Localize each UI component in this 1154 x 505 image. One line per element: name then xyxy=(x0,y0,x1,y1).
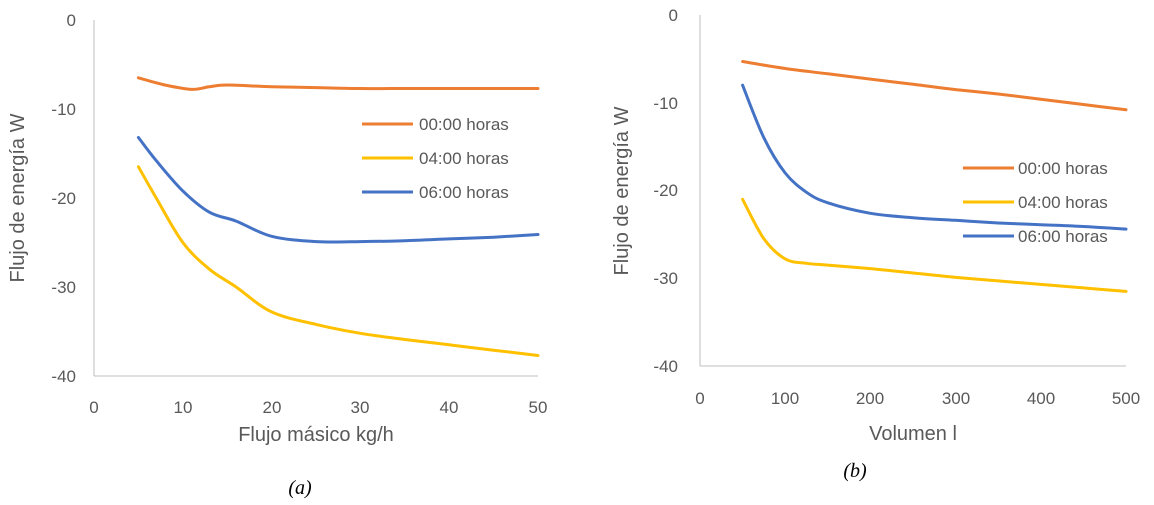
x-tick-label: 0 xyxy=(695,389,704,408)
y-tick-label: -30 xyxy=(653,269,678,288)
y-axis-title: Flujo de energía W xyxy=(611,106,633,275)
y-tick-label: -40 xyxy=(653,357,678,376)
caption-a: (a) xyxy=(288,477,312,499)
x-axis-title: Flujo másico kg/h xyxy=(238,424,394,446)
legend-label: 00:00 horas xyxy=(1018,159,1108,178)
x-tick-label: 50 xyxy=(529,398,548,417)
legend-label: 06:00 horas xyxy=(419,183,509,202)
series-line-06-00-horas xyxy=(136,136,540,244)
x-axis-title: Volumen l xyxy=(869,423,957,445)
y-tick-label: -10 xyxy=(51,100,76,119)
y-tick-label: -20 xyxy=(51,189,76,208)
series-line-00-00-horas xyxy=(741,60,1128,112)
legend-b: 00:00 horas 04:00 horas 06:00 horas xyxy=(963,159,1108,246)
x-tick-label: 400 xyxy=(1027,389,1055,408)
ticks-b: 0 -10 -20 -30 -40 0 100 200 300 400 500 xyxy=(653,6,1140,408)
legend-a: 00:00 horas 04:00 horas 06:00 horas xyxy=(362,115,509,202)
series-line-04-00-horas xyxy=(136,165,540,357)
x-tick-label: 10 xyxy=(174,398,193,417)
x-tick-label: 500 xyxy=(1112,389,1140,408)
x-tick-label: 20 xyxy=(263,398,282,417)
legend-label: 00:00 horas xyxy=(419,115,509,134)
y-tick-label: 0 xyxy=(669,6,678,25)
series-line-04-00-horas xyxy=(741,197,1128,293)
chart-b: 0 -10 -20 -30 -40 0 100 200 300 400 500 … xyxy=(611,6,1140,482)
plot-area-a xyxy=(136,76,540,357)
caption-b: (b) xyxy=(843,460,867,482)
y-tick-label: -20 xyxy=(653,181,678,200)
x-tick-label: 200 xyxy=(856,389,884,408)
plot-area-b xyxy=(741,60,1128,293)
series-line-00-00-horas xyxy=(136,76,540,91)
legend-label: 06:00 horas xyxy=(1018,227,1108,246)
x-tick-label: 300 xyxy=(942,389,970,408)
y-tick-label: 0 xyxy=(67,11,76,30)
series-line-06-00-horas xyxy=(741,83,1128,231)
x-tick-label: 40 xyxy=(440,398,459,417)
chart-a: 0 -10 -20 -30 -40 0 10 20 30 40 50 Flujo… xyxy=(7,11,547,499)
ticks-a: 0 -10 -20 -30 -40 0 10 20 30 40 50 xyxy=(51,11,547,417)
y-axis-title: Flujo de energía W xyxy=(7,113,29,282)
legend-label: 04:00 horas xyxy=(419,149,509,168)
legend-label: 04:00 horas xyxy=(1018,193,1108,212)
x-tick-label: 0 xyxy=(89,398,98,417)
y-tick-label: -10 xyxy=(653,94,678,113)
x-tick-label: 30 xyxy=(351,398,370,417)
y-tick-label: -30 xyxy=(51,278,76,297)
x-tick-label: 100 xyxy=(771,389,799,408)
y-tick-label: -40 xyxy=(51,367,76,386)
